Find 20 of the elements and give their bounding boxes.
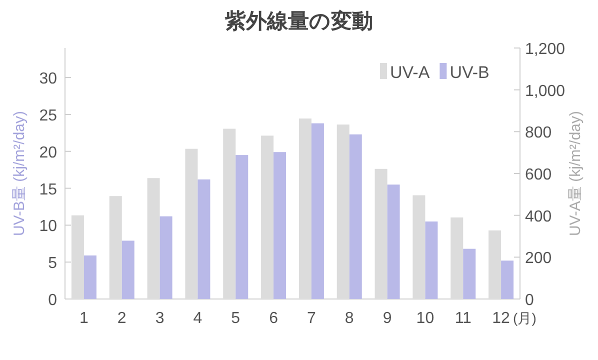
y2-tick-label: 800 [525,124,552,142]
y2-tick-label: 400 [525,208,552,226]
legend-label: UV-B [450,63,490,82]
x-axis-title: (月) [513,310,536,326]
y2-tick-label: 1,200 [525,41,566,58]
y2-tick-label: 1,000 [525,82,566,100]
y-axis-title: UV-B量 (kj/m²/day) [11,110,28,236]
y-tick-label: 5 [48,255,58,272]
y2-tick-label: 200 [525,250,552,268]
chart-title: 紫外線量の変動 [224,9,373,33]
y-tick-label: 15 [39,181,58,198]
y2-tick-label: 0 [525,292,534,309]
y-tick-label: 0 [48,292,58,309]
y-tick-label: 30 [39,70,58,88]
y-tick-label: 10 [39,218,58,236]
y-tick-label: 25 [39,107,58,124]
y2-tick-label: 600 [525,166,552,184]
y-tick-label: 20 [39,144,58,162]
y2-axis-title: UV-A量 (kj/m²/day) [567,110,584,236]
legend-label: UV-A [390,63,430,82]
